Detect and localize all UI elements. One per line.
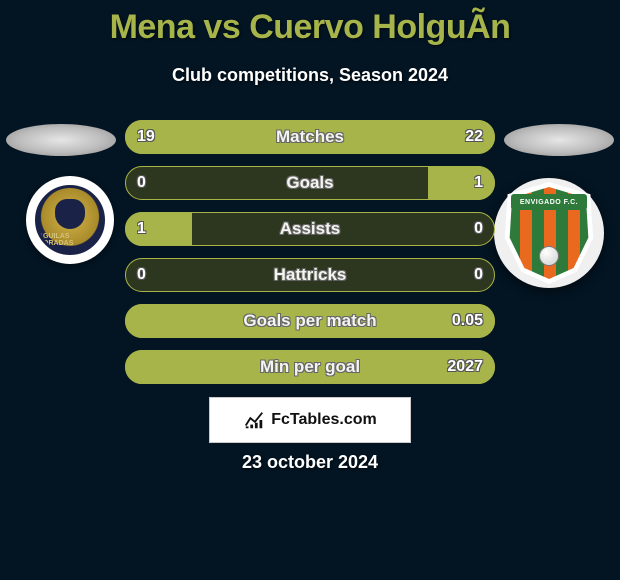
stat-row: Goals0 1 [125,166,495,200]
stat-row: Goals per match0.05 [125,304,495,338]
stat-label: Min per goal [125,350,495,384]
stat-value-right: 22 [465,120,483,154]
page-subtitle: Club competitions, Season 2024 [0,65,620,86]
stat-row: Hattricks0 0 [125,258,495,292]
stat-value-right: 1 [474,166,483,200]
stat-label: Assists [125,212,495,246]
stat-label: Hattricks [125,258,495,292]
stat-value-right: 2027 [447,350,483,384]
stat-value-left: 19 [137,120,155,154]
page-title: Mena vs Cuervo HolguÃ­n [0,0,620,47]
stat-value-left: 1 [137,212,146,246]
stat-value-left: 0 [137,166,146,200]
brand-footer: FcTables.com [210,398,410,442]
stat-value-right: 0 [474,212,483,246]
stat-row: Assists1 0 [125,212,495,246]
stat-value-left: 0 [137,258,146,292]
stat-label: Goals [125,166,495,200]
match-date: 23 october 2024 [0,452,620,473]
stat-row: Min per goal2027 [125,350,495,384]
chart-icon [243,409,265,431]
stats-container: Matches1922Goals01Assists10Hattricks00Go… [0,120,620,396]
stat-label: Goals per match [125,304,495,338]
stat-row: Matches19 22 [125,120,495,154]
brand-text: FcTables.com [271,411,377,429]
stat-value-right: 0.05 [452,304,483,338]
stat-label: Matches [125,120,495,154]
stat-value-right: 0 [474,258,483,292]
